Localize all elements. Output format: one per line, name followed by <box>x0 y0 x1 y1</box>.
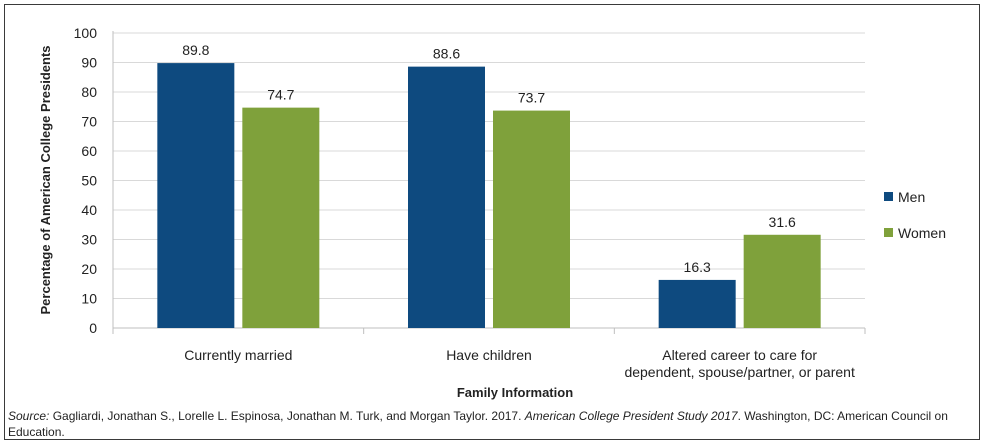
y-tick-label: 80 <box>81 84 97 100</box>
figure-frame: 0 10 20 30 40 50 60 70 80 90 100 89.8 74.7 Currently … <box>4 4 980 440</box>
source-authors: Gagliardi, Jonathan S., Lorelle L. Espin… <box>49 409 525 423</box>
source-rest: . Washington, DC: American Council on Ed… <box>8 409 948 439</box>
bar-men-1 <box>408 66 485 328</box>
bar-women-1 <box>493 110 570 329</box>
source-prefix: Source: <box>8 409 50 423</box>
bar-men-0 <box>157 63 235 329</box>
y-tick-label: 60 <box>81 143 97 159</box>
bar-women-2 <box>743 234 821 328</box>
data-label-men-0: 89.8 <box>182 42 209 58</box>
y-tick-label: 40 <box>81 202 97 218</box>
labels: 0 10 20 30 40 50 60 70 80 90 100 89.8 74.7 Currently … <box>74 25 855 380</box>
x-tick-label: Have children <box>446 347 532 363</box>
y-tick-label: 50 <box>81 173 97 189</box>
bar-women-0 <box>242 107 320 328</box>
x-tick-label: Altered career to care for <box>662 347 817 363</box>
y-tick-label: 20 <box>81 261 97 277</box>
source-work-title: American College President Study 2017 <box>524 409 738 423</box>
data-label-women-0: 74.7 <box>267 87 294 103</box>
legend-swatch-women <box>884 228 893 237</box>
y-tick-label: 0 <box>89 320 97 336</box>
x-tick-label: dependent, spouse/partner, or parent <box>624 364 855 380</box>
legend: Men Women <box>884 189 946 241</box>
bar-chart: 0 10 20 30 40 50 60 70 80 90 100 89.8 74.7 Currently … <box>38 25 946 400</box>
x-axis-title: Family Information <box>457 385 573 400</box>
x-tick-label: Currently married <box>184 347 292 363</box>
legend-label-women: Women <box>898 225 946 241</box>
y-tick-label: 70 <box>81 114 97 130</box>
y-tick-label: 90 <box>81 55 97 71</box>
y-tick-label: 30 <box>81 232 97 248</box>
bars <box>157 63 821 329</box>
bar-men-2 <box>658 279 736 328</box>
y-axis-title: Percentage of American College President… <box>38 45 53 314</box>
legend-swatch-men <box>884 192 893 201</box>
y-tick-label: 100 <box>74 25 98 41</box>
legend-label-men: Men <box>898 189 925 205</box>
data-label-men-2: 16.3 <box>684 259 711 275</box>
gridlines <box>112 31 866 334</box>
y-tick-label: 10 <box>81 291 97 307</box>
data-label-men-1: 88.6 <box>433 46 460 62</box>
data-label-women-1: 73.7 <box>518 90 545 106</box>
source-note: Source: Gagliardi, Jonathan S., Lorelle … <box>8 408 978 440</box>
data-label-women-2: 31.6 <box>769 214 796 230</box>
